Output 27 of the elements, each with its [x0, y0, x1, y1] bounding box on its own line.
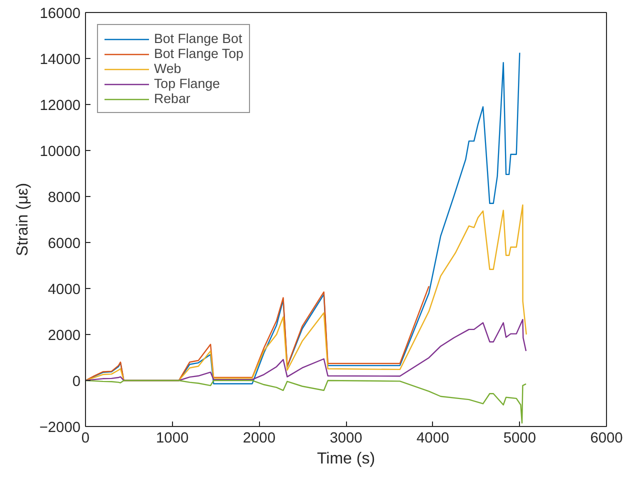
y-tick-label: 8000	[48, 190, 81, 206]
legend-label: Rebar	[154, 91, 190, 106]
line-series	[86, 204, 527, 382]
x-axis-title: Time (s)	[316, 450, 376, 468]
line-series	[86, 380, 527, 424]
y-tick-label: 14000	[40, 52, 81, 68]
y-tick-label: 2000	[48, 328, 81, 344]
legend-label: Web	[154, 61, 182, 76]
legend-label: Bot Flange Bot	[154, 31, 242, 46]
y-tick-label: 4000	[48, 282, 81, 298]
y-tick-label: 16000	[40, 6, 81, 22]
legend-label: Bot Flange Top	[154, 46, 244, 61]
x-tick-label: 1000	[156, 430, 189, 446]
y-tick-label: 10000	[40, 144, 81, 160]
y-tick-label: 6000	[48, 236, 81, 252]
line-series	[86, 286, 430, 382]
x-tick-label: 6000	[590, 430, 623, 446]
x-tick-label: 3000	[330, 430, 362, 446]
x-tick-label: 4000	[416, 430, 450, 446]
x-tick-label: 2000	[242, 430, 276, 446]
line-series	[86, 318, 527, 382]
legend-label: Top Flange	[154, 76, 220, 91]
y-tick-label: 12000	[40, 98, 81, 114]
y-tick-label: 0	[72, 374, 81, 390]
y-tick-label: −2000	[39, 420, 81, 436]
y-axis-title: Strain (με)	[14, 182, 32, 256]
x-tick-label: 5000	[503, 430, 536, 446]
